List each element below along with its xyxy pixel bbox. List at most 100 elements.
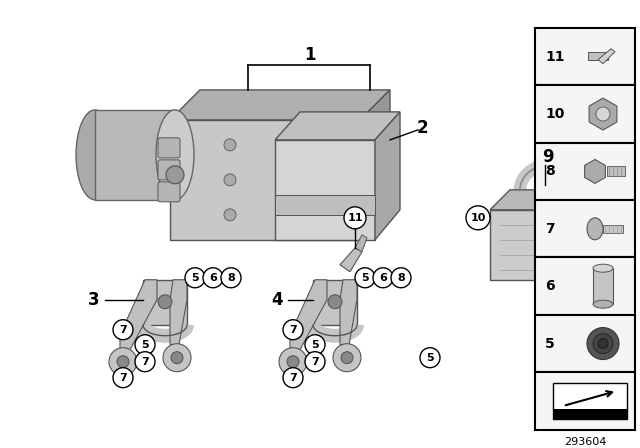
Text: 7: 7 [119, 373, 127, 383]
Circle shape [391, 268, 411, 288]
Circle shape [224, 209, 236, 221]
Polygon shape [340, 248, 362, 272]
Polygon shape [313, 280, 357, 325]
Circle shape [113, 320, 133, 340]
Text: 6: 6 [209, 273, 217, 283]
Text: 10: 10 [545, 107, 564, 121]
Polygon shape [593, 268, 613, 304]
Text: 7: 7 [141, 357, 149, 367]
Polygon shape [360, 90, 390, 240]
Polygon shape [535, 372, 635, 430]
Circle shape [113, 368, 133, 388]
Text: 6: 6 [545, 279, 555, 293]
Polygon shape [584, 159, 605, 183]
Circle shape [596, 107, 610, 121]
Circle shape [171, 352, 183, 364]
Polygon shape [535, 86, 635, 143]
Polygon shape [170, 280, 187, 345]
Polygon shape [598, 49, 615, 64]
Circle shape [305, 352, 325, 372]
Text: 293604: 293604 [564, 437, 606, 447]
Circle shape [355, 268, 375, 288]
Circle shape [283, 320, 303, 340]
Polygon shape [275, 195, 375, 215]
Text: 7: 7 [289, 373, 297, 383]
Circle shape [224, 174, 236, 186]
Polygon shape [170, 90, 390, 120]
Circle shape [117, 356, 129, 368]
Polygon shape [355, 235, 367, 252]
Polygon shape [290, 280, 327, 350]
Circle shape [158, 295, 172, 309]
Text: 7: 7 [545, 222, 555, 236]
Ellipse shape [593, 300, 613, 308]
Polygon shape [275, 140, 375, 240]
Text: 8: 8 [397, 273, 405, 283]
Text: 10: 10 [470, 213, 486, 223]
Circle shape [224, 139, 236, 151]
Circle shape [283, 368, 303, 388]
Polygon shape [535, 200, 635, 258]
Text: 11: 11 [348, 213, 363, 223]
Polygon shape [553, 383, 627, 419]
Polygon shape [535, 315, 635, 372]
FancyBboxPatch shape [158, 182, 180, 202]
Text: 8: 8 [227, 273, 235, 283]
Polygon shape [588, 52, 608, 60]
Polygon shape [490, 210, 590, 280]
Text: 1: 1 [304, 46, 316, 64]
Polygon shape [589, 98, 617, 130]
Ellipse shape [76, 110, 114, 200]
Circle shape [284, 139, 296, 151]
Polygon shape [603, 225, 623, 233]
Circle shape [328, 295, 342, 309]
Polygon shape [535, 143, 635, 200]
Text: 8: 8 [545, 164, 555, 178]
Circle shape [284, 209, 296, 221]
Text: 9: 9 [542, 148, 554, 166]
Polygon shape [535, 258, 635, 315]
Polygon shape [170, 120, 360, 240]
Polygon shape [120, 280, 157, 350]
Polygon shape [535, 28, 635, 86]
Circle shape [135, 335, 155, 355]
Text: 7: 7 [119, 325, 127, 335]
Text: 5: 5 [545, 336, 555, 351]
Polygon shape [490, 190, 610, 210]
Polygon shape [590, 190, 610, 280]
Circle shape [185, 268, 205, 288]
Text: 5: 5 [361, 273, 369, 283]
Circle shape [135, 352, 155, 372]
Text: 6: 6 [379, 273, 387, 283]
Circle shape [287, 356, 299, 368]
Circle shape [163, 344, 191, 372]
Text: 5: 5 [311, 340, 319, 350]
Text: 7: 7 [289, 325, 297, 335]
Polygon shape [375, 112, 400, 240]
Circle shape [593, 334, 613, 353]
Ellipse shape [593, 264, 613, 272]
Text: 5: 5 [191, 273, 199, 283]
Text: 11: 11 [545, 50, 564, 64]
Text: 5: 5 [426, 353, 434, 363]
Text: 4: 4 [271, 291, 283, 309]
Ellipse shape [587, 218, 603, 240]
Circle shape [598, 339, 608, 349]
Text: 7: 7 [311, 357, 319, 367]
Text: 2: 2 [416, 119, 428, 137]
Circle shape [344, 207, 366, 229]
Polygon shape [95, 110, 175, 200]
Circle shape [333, 344, 361, 372]
Circle shape [203, 268, 223, 288]
Text: 3: 3 [88, 291, 100, 309]
Circle shape [109, 348, 137, 376]
Polygon shape [553, 409, 627, 419]
Polygon shape [143, 280, 187, 325]
Circle shape [420, 348, 440, 368]
Polygon shape [607, 166, 625, 177]
Circle shape [341, 352, 353, 364]
Circle shape [166, 166, 184, 184]
Circle shape [279, 348, 307, 376]
Text: 5: 5 [141, 340, 149, 350]
Circle shape [587, 327, 619, 360]
